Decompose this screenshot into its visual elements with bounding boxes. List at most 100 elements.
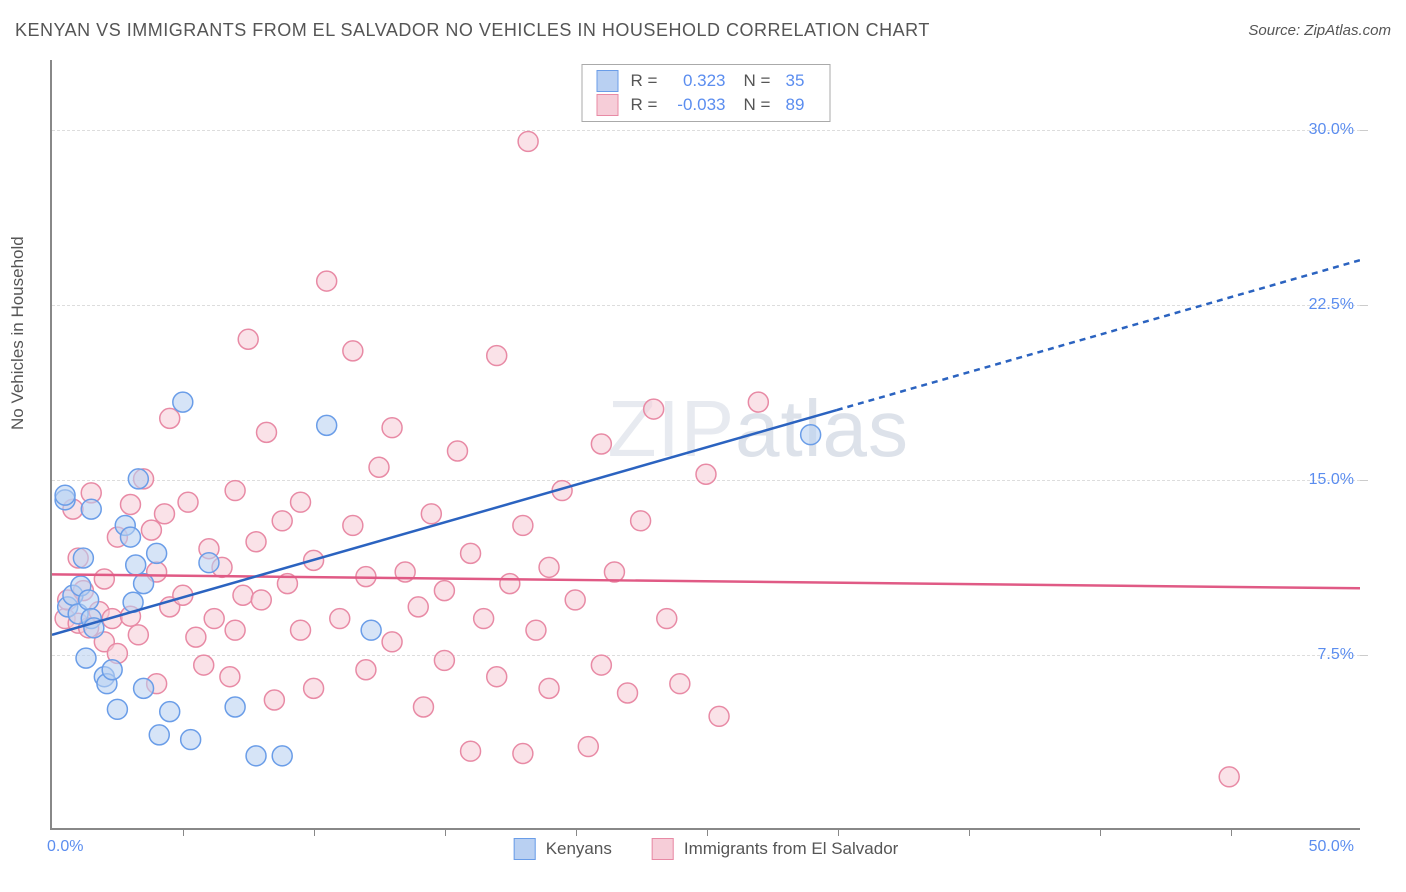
x-tick-mark (1231, 828, 1232, 836)
n-label-kenyans: N = (744, 69, 774, 93)
scatter-point-elsalvador (382, 418, 402, 438)
scatter-point-kenyans (199, 553, 219, 573)
scatter-point-elsalvador (155, 504, 175, 524)
plot-svg (52, 60, 1360, 828)
scatter-point-elsalvador (500, 574, 520, 594)
scatter-point-elsalvador (141, 520, 161, 540)
scatter-point-kenyans (147, 543, 167, 563)
scatter-point-elsalvador (264, 690, 284, 710)
scatter-point-kenyans (801, 425, 821, 445)
scatter-point-elsalvador (246, 532, 266, 552)
swatch-bottom-elsalvador (652, 838, 674, 860)
scatter-point-elsalvador (604, 562, 624, 582)
scatter-point-elsalvador (421, 504, 441, 524)
chart-title: KENYAN VS IMMIGRANTS FROM EL SALVADOR NO… (15, 20, 930, 41)
scatter-point-elsalvador (120, 495, 140, 515)
scatter-point-elsalvador (94, 569, 114, 589)
scatter-point-elsalvador (238, 329, 258, 349)
scatter-point-elsalvador (186, 627, 206, 647)
scatter-point-kenyans (181, 730, 201, 750)
scatter-point-elsalvador (291, 620, 311, 640)
scatter-point-kenyans (126, 555, 146, 575)
scatter-point-kenyans (134, 574, 154, 594)
scatter-point-elsalvador (1219, 767, 1239, 787)
scatter-point-elsalvador (513, 515, 533, 535)
scatter-point-elsalvador (578, 737, 598, 757)
scatter-point-elsalvador (343, 515, 363, 535)
plot-area: ZIPatlas 7.5%15.0%22.5%30.0% R = 0.323 N… (50, 60, 1360, 830)
r-label-elsalvador: R = (631, 93, 659, 117)
scatter-point-kenyans (225, 697, 245, 717)
scatter-point-elsalvador (434, 650, 454, 670)
x-tick-mark (969, 828, 970, 836)
scatter-point-elsalvador (487, 667, 507, 687)
scatter-point-elsalvador (356, 660, 376, 680)
scatter-point-kenyans (120, 527, 140, 547)
scatter-point-elsalvador (618, 683, 638, 703)
n-value-kenyans: 35 (786, 69, 816, 93)
r-value-kenyans: 0.323 (671, 69, 726, 93)
trend-line-kenyans-dashed (837, 260, 1360, 410)
scatter-point-kenyans (361, 620, 381, 640)
y-tick-mark (1360, 130, 1368, 131)
scatter-point-elsalvador (317, 271, 337, 291)
scatter-point-elsalvador (128, 625, 148, 645)
legend-row-elsalvador: R = -0.033 N = 89 (597, 93, 816, 117)
source-attribution: Source: ZipAtlas.com (1248, 22, 1391, 39)
scatter-point-elsalvador (382, 632, 402, 652)
scatter-point-elsalvador (518, 131, 538, 151)
r-label-kenyans: R = (631, 69, 659, 93)
scatter-point-elsalvador (631, 511, 651, 531)
scatter-point-elsalvador (369, 457, 389, 477)
scatter-point-elsalvador (343, 341, 363, 361)
scatter-point-elsalvador (413, 697, 433, 717)
y-tick-mark (1360, 480, 1368, 481)
legend-bottom: Kenyans Immigrants from El Salvador (514, 838, 899, 860)
scatter-point-elsalvador (709, 706, 729, 726)
x-tick-mark (183, 828, 184, 836)
x-tick-mark (838, 828, 839, 836)
x-tick-mark (707, 828, 708, 836)
scatter-point-elsalvador (330, 609, 350, 629)
scatter-point-kenyans (134, 678, 154, 698)
legend-row-kenyans: R = 0.323 N = 35 (597, 69, 816, 93)
scatter-point-elsalvador (696, 464, 716, 484)
scatter-point-elsalvador (220, 667, 240, 687)
scatter-point-elsalvador (591, 655, 611, 675)
y-tick-mark (1360, 655, 1368, 656)
scatter-point-kenyans (107, 699, 127, 719)
x-axis-min-label: 0.0% (47, 838, 83, 856)
n-value-elsalvador: 89 (786, 93, 816, 117)
scatter-point-kenyans (55, 485, 75, 505)
swatch-elsalvador (597, 94, 619, 116)
scatter-point-kenyans (317, 415, 337, 435)
scatter-point-elsalvador (178, 492, 198, 512)
scatter-point-kenyans (73, 548, 93, 568)
scatter-point-elsalvador (251, 590, 271, 610)
chart-container: KENYAN VS IMMIGRANTS FROM EL SALVADOR NO… (0, 0, 1406, 892)
scatter-point-elsalvador (160, 408, 180, 428)
scatter-point-elsalvador (539, 678, 559, 698)
legend-label-elsalvador: Immigrants from El Salvador (684, 839, 898, 859)
scatter-point-elsalvador (474, 609, 494, 629)
scatter-point-elsalvador (291, 492, 311, 512)
scatter-point-kenyans (149, 725, 169, 745)
source-label: Source: (1248, 22, 1304, 39)
legend-label-kenyans: Kenyans (546, 839, 612, 859)
scatter-point-elsalvador (539, 557, 559, 577)
scatter-point-kenyans (173, 392, 193, 412)
scatter-point-kenyans (128, 469, 148, 489)
scatter-point-elsalvador (461, 543, 481, 563)
scatter-point-elsalvador (447, 441, 467, 461)
swatch-bottom-kenyans (514, 838, 536, 860)
x-tick-mark (314, 828, 315, 836)
scatter-point-elsalvador (225, 620, 245, 640)
y-tick-mark (1360, 305, 1368, 306)
scatter-point-elsalvador (257, 422, 277, 442)
scatter-point-elsalvador (748, 392, 768, 412)
scatter-point-kenyans (79, 590, 99, 610)
scatter-point-kenyans (272, 746, 292, 766)
x-tick-mark (576, 828, 577, 836)
swatch-kenyans (597, 70, 619, 92)
n-label-elsalvador: N = (744, 93, 774, 117)
